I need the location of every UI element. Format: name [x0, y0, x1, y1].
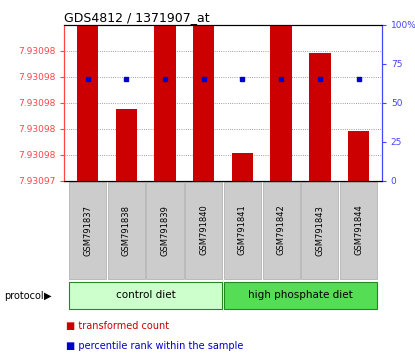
Bar: [263, 182, 300, 279]
Bar: [69, 282, 222, 309]
Bar: [224, 182, 261, 279]
Bar: [77, 25, 98, 181]
Bar: [309, 53, 330, 181]
Text: ■ percentile rank within the sample: ■ percentile rank within the sample: [66, 341, 244, 350]
Bar: [271, 25, 292, 181]
Bar: [146, 182, 183, 279]
Text: GSM791844: GSM791844: [354, 205, 363, 256]
Bar: [185, 182, 222, 279]
Bar: [224, 282, 377, 309]
Text: ▶: ▶: [44, 291, 51, 301]
Bar: [107, 182, 145, 279]
Bar: [232, 153, 253, 181]
Text: protocol: protocol: [4, 291, 44, 301]
Bar: [154, 25, 176, 181]
Text: GSM791839: GSM791839: [161, 205, 169, 256]
Text: GSM791837: GSM791837: [83, 205, 92, 256]
Bar: [348, 131, 369, 181]
Bar: [116, 109, 137, 181]
Bar: [340, 182, 377, 279]
Text: ■ transformed count: ■ transformed count: [66, 321, 169, 331]
Text: high phosphate diet: high phosphate diet: [248, 290, 353, 300]
Text: GSM791838: GSM791838: [122, 205, 131, 256]
Text: GDS4812 / 1371907_at: GDS4812 / 1371907_at: [64, 11, 210, 24]
Bar: [69, 182, 106, 279]
Text: GSM791842: GSM791842: [277, 205, 286, 256]
Bar: [301, 182, 339, 279]
Text: control diet: control diet: [116, 290, 176, 300]
Text: GSM791841: GSM791841: [238, 205, 247, 256]
Bar: [193, 25, 215, 181]
Text: GSM791840: GSM791840: [199, 205, 208, 256]
Text: GSM791843: GSM791843: [315, 205, 325, 256]
